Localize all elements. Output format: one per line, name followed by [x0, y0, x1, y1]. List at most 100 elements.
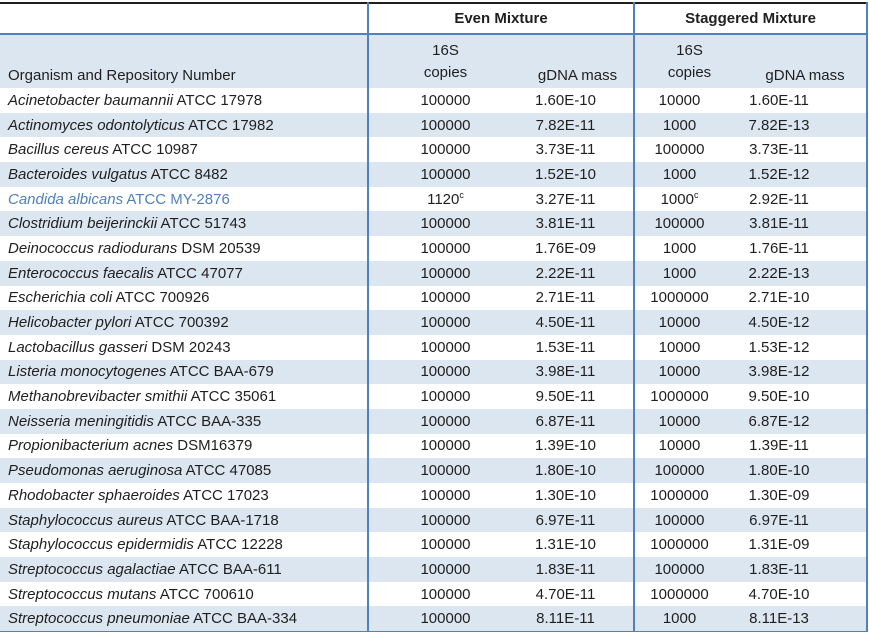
- even-gdna-mass-cell: 6.87E-11: [522, 408, 634, 434]
- staggered-16s-copies-cell: 100000: [633, 137, 744, 163]
- organism-name: Enterococcus faecalis: [8, 264, 154, 282]
- repository-number: ATCC 17982: [184, 116, 274, 134]
- organism-cell: Deinococcus radiodurans DSM 20539: [0, 236, 368, 261]
- organism-cell: Clostridium beijerinckii ATCC 51743: [0, 211, 368, 237]
- table-row: Enterococcus faecalis ATCC 47077 100000 2.…: [0, 260, 868, 286]
- even-gdna-mass-cell: 1.31E-10: [535, 536, 596, 554]
- staggered-16s-copies-cell: 100000: [633, 557, 744, 582]
- staggered-16s-copies-cell: 10000: [633, 334, 744, 360]
- organism-name: Bacillus cereus: [8, 141, 109, 159]
- organism-cell: Propionibacterium acnes DSM16379: [0, 434, 368, 459]
- repository-number: ATCC 47077: [153, 264, 243, 282]
- repository-number: ATCC 8482: [147, 165, 228, 183]
- staggered-gdna-mass-cell: 1.80E-10: [744, 458, 868, 483]
- staggered-16s-copies-cell: 1000: [633, 162, 744, 187]
- staggered-gdna-mass-cell: 3.73E-11: [744, 137, 868, 163]
- organism-name: Lactobacillus gasseri: [8, 338, 148, 356]
- organism-cell: Candida albicans ATCC MY-2876: [0, 187, 368, 212]
- repository-number: ATCC 35061: [187, 388, 277, 406]
- staggered-gdna-mass-cell: 2.71E-10: [744, 285, 868, 311]
- even-gdna-mass-cell: 4.50E-11: [522, 310, 634, 335]
- organism-cell: Actinomyces odontolyticus ATCC 17982: [0, 112, 368, 138]
- staggered-gdna-mass-cell: 1.31E-09: [744, 532, 868, 558]
- organism-cell: Bacteroides vulgatus ATCC 8482: [0, 162, 368, 187]
- staggered-gdna-mass-cell: 1.30E-09: [744, 483, 868, 508]
- table-row: Helicobacter pylori ATCC 700392 100000 4.5…: [0, 310, 868, 335]
- repository-number: DSM 20539: [177, 239, 261, 257]
- even-gdna-mass-header: gDNA mass: [522, 34, 634, 88]
- even-16s-copies-cell: 100000: [367, 88, 522, 113]
- repository-number: ATCC 10987: [108, 141, 198, 159]
- table-row: Deinococcus radiodurans DSM 20539 100000 1…: [0, 236, 868, 261]
- organism-name: Actinomyces odontolyticus: [8, 116, 185, 134]
- organism-name: Staphylococcus aureus: [8, 511, 164, 529]
- organism-name: Helicobacter pylori: [8, 314, 132, 332]
- table-row: Escherichia coli ATCC 700926 100000 2.71E-…: [0, 285, 868, 311]
- even-copies-label: copies: [423, 63, 468, 81]
- staggered-gdna-mass-cell: 1.76E-11: [744, 236, 868, 261]
- organism-name: Acinetobacter baumannii: [8, 91, 174, 109]
- even-16s-copies-cell: 100000: [367, 581, 522, 607]
- organism-name: Methanobrevibacter smithii: [8, 388, 188, 406]
- staggered-copies-label: copies: [667, 63, 712, 81]
- organism-name: Clostridium beijerinckii: [8, 215, 158, 233]
- organism-name: Deinococcus radiodurans: [8, 239, 178, 257]
- table-row: Listeria monocytogenes ATCC BAA-679 10000…: [0, 359, 868, 385]
- repository-number: ATCC BAA-611: [175, 560, 282, 578]
- staggered-gdna-mass-cell: 1.52E-12: [744, 162, 868, 187]
- repository-number: ATCC BAA-1718: [163, 511, 279, 529]
- table-row: Neisseria meningitidis ATCC BAA-335 10000…: [0, 408, 868, 434]
- footnote-marker: c: [693, 189, 699, 200]
- organism-name: Propionibacterium acnes: [8, 437, 174, 455]
- staggered-16s-copies-cell: 100000: [633, 507, 744, 533]
- table-row: Bacillus cereus ATCC 10987 100000 3.73E-11…: [0, 137, 868, 163]
- staggered-16s-label: 16S: [676, 41, 703, 59]
- staggered-gdna-mass-cell: 7.82E-13: [744, 112, 868, 138]
- even-gdna-mass-cell: 8.11E-11: [522, 606, 634, 632]
- staggered-16s-copies-cell: 1000000: [633, 483, 744, 508]
- organism-cell: Enterococcus faecalis ATCC 47077: [0, 260, 368, 286]
- organism-name: Staphylococcus epidermidis: [8, 536, 194, 554]
- table-row: Acinetobacter baumannii ATCC 17978 100000…: [0, 88, 868, 113]
- repository-number: DSM 20243: [147, 338, 231, 356]
- even-16s-copies-cell: 100000: [367, 310, 522, 335]
- table-row: Actinomyces odontolyticus ATCC 17982 1000…: [0, 112, 868, 138]
- staggered-gdna-mass-cell: 6.97E-11: [744, 507, 868, 533]
- even-16s-copies-cell: 1120c: [367, 186, 522, 212]
- repository-number: ATCC 47085: [182, 462, 272, 480]
- even-16s-copies-header: 16S copies: [367, 34, 522, 88]
- staggered-16s-copies-cell: 1000000: [633, 581, 744, 607]
- even-gdna-mass-cell: 1.60E-10: [535, 91, 596, 109]
- table-row: Staphylococcus aureus ATCC BAA-1718 10000…: [0, 507, 868, 533]
- staggered-16s-copies-cell: 1000: [633, 236, 744, 261]
- repository-number: ATCC 700610: [156, 585, 254, 603]
- staggered-gdna-mass-cell: 6.87E-12: [744, 408, 868, 434]
- even-gdna-mass-cell: 2.71E-11: [535, 289, 596, 307]
- staggered-16s-copies-cell: 10000: [633, 433, 744, 459]
- even-gdna-mass-cell: 9.50E-11: [535, 388, 596, 406]
- staggered-gdna-mass-cell: 9.50E-10: [744, 384, 868, 409]
- repository-number: ATCC 17023: [179, 486, 269, 504]
- even-16s-label: 16S: [432, 41, 459, 59]
- footnote-marker: c: [459, 189, 464, 200]
- organism-cell: Rhodobacter sphaeroides ATCC 17023: [0, 483, 368, 508]
- staggered-gdna-mass-cell: 3.98E-12: [744, 359, 868, 385]
- staggered-16s-copies-cell: 10000: [633, 310, 744, 335]
- staggered-gdna-mass-cell: 1.60E-11: [744, 88, 868, 113]
- even-gdna-mass-cell: 1.76E-09: [535, 239, 596, 257]
- organism-cell: Acinetobacter baumannii ATCC 17978: [0, 88, 368, 113]
- staggered-16s-copies-cell: 1000: [633, 260, 744, 286]
- staggered-16s-copies-cell: 1000: [633, 112, 744, 138]
- empty-header-cell: [0, 3, 368, 35]
- staggered-gdna-mass-cell: 2.22E-13: [744, 260, 868, 286]
- repository-number: ATCC BAA-334: [189, 610, 298, 628]
- even-gdna-mass-cell: 2.22E-11: [522, 260, 634, 286]
- even-gdna-mass-cell: 1.53E-11: [535, 338, 596, 356]
- even-16s-copies-cell: 100000: [367, 483, 522, 508]
- staggered-gdna-mass-cell: 2.92E-11: [744, 186, 868, 212]
- organism-cell: Neisseria meningitidis ATCC BAA-335: [0, 408, 368, 434]
- staggered-gdna-mass-cell: 3.81E-11: [744, 211, 868, 237]
- organism-cell: Streptococcus mutans ATCC 700610: [0, 582, 368, 607]
- organism-cell: Helicobacter pylori ATCC 700392: [0, 310, 368, 335]
